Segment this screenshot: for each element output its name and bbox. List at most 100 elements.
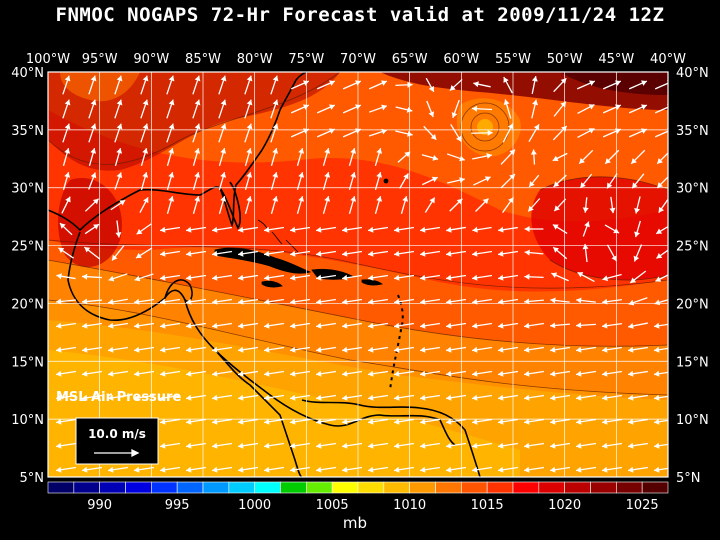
wind-arrow-icon xyxy=(445,274,467,281)
wind-arrow-icon xyxy=(270,75,279,95)
band-1022 xyxy=(48,72,340,171)
wind-arrow-icon xyxy=(582,221,590,237)
wind-arrow-icon xyxy=(58,247,74,259)
wind-arrow-icon xyxy=(244,75,253,95)
wind-arrow-icon xyxy=(263,442,285,449)
wind-arrow-icon xyxy=(419,250,441,257)
wind-arrow-icon xyxy=(523,466,545,473)
wind-arrow-icon xyxy=(81,346,103,353)
wind-arrow-icon xyxy=(296,195,305,215)
wind-arrow-icon xyxy=(315,394,337,401)
wind-arrow-icon xyxy=(445,442,467,449)
wind-arrow-icon xyxy=(159,274,181,281)
wind-arrow-icon xyxy=(237,274,259,281)
colorbar-swatch xyxy=(202,481,230,494)
wind-arrow-icon xyxy=(237,370,259,377)
wind-arrow-icon xyxy=(322,195,331,215)
wind-arrow-icon xyxy=(62,75,71,95)
wind-arrow-icon xyxy=(471,274,493,281)
wind-arrow-icon xyxy=(140,99,149,119)
wind-arrow-icon xyxy=(446,226,466,233)
colorbar-label: 1025 xyxy=(626,498,659,513)
wind-arrow-icon xyxy=(290,128,310,138)
longitude-labels: 100°W 95°W 90°W 85°W 80°W 75°W 70°W 65°W 60°W 55°… xyxy=(26,52,686,67)
wind-arrow-icon xyxy=(578,149,594,165)
wind-arrow-icon xyxy=(166,75,175,95)
wind-arrow-icon xyxy=(423,125,437,141)
wind-arrow-icon xyxy=(315,298,337,305)
wind-arrow-icon xyxy=(419,274,441,281)
wind-arrow-icon xyxy=(159,466,181,473)
wind-arrow-icon xyxy=(270,195,279,215)
wind-arrow-icon xyxy=(524,273,544,280)
wind-arrow-icon xyxy=(628,80,648,90)
wind-arrow-icon xyxy=(419,322,441,329)
wind-arrow-icon xyxy=(56,273,76,280)
wind-arrow-icon xyxy=(133,466,155,473)
wind-arrow-icon xyxy=(211,394,233,401)
wind-arrow-icon xyxy=(107,322,129,329)
wind-arrow-icon xyxy=(656,249,668,259)
wind-arrow-icon xyxy=(263,250,285,257)
wind-arrow-icon xyxy=(244,195,253,215)
wind-arrow-icon xyxy=(159,394,181,401)
wind-arrow-icon xyxy=(497,370,519,377)
wind-arrow-icon xyxy=(192,75,201,95)
wind-arrow-icon xyxy=(471,370,493,377)
wind-arrow-icon xyxy=(419,298,441,305)
latitude-label: 40°N xyxy=(11,66,44,81)
wind-arrow-icon xyxy=(315,322,337,329)
wind-arrow-icon xyxy=(552,125,568,141)
wind-arrow-icon xyxy=(166,123,175,143)
wind-arrow-icon xyxy=(185,298,207,305)
wind-arrow-icon xyxy=(341,346,363,353)
wind-arrow-icon xyxy=(601,370,623,377)
wind-arrow-icon xyxy=(627,346,649,353)
wind-arrow-icon xyxy=(393,250,415,257)
wind-arrow-icon xyxy=(296,171,305,191)
wind-arrow-icon xyxy=(289,226,311,233)
latitude-label: 25°N xyxy=(11,240,44,255)
wind-arrow-icon xyxy=(450,124,462,142)
colorbar-label: 1020 xyxy=(548,498,581,513)
wind-arrow-icon xyxy=(502,197,514,213)
wind-arrow-icon xyxy=(393,274,415,281)
wind-arrow-icon xyxy=(575,346,597,353)
longitude-label: 50°W xyxy=(547,52,583,67)
wind-arrow-icon xyxy=(218,123,227,143)
units-label: mb xyxy=(343,514,367,532)
wind-arrow-icon xyxy=(244,171,253,191)
colorbar-labels: 990 995 1000 1005 1010 1015 1020 1025 xyxy=(87,498,658,513)
wind-arrow-icon xyxy=(601,466,623,473)
wind-arrow-icon xyxy=(237,442,259,449)
wind-arrow-icon xyxy=(368,80,388,90)
wind-arrow-icon xyxy=(445,250,467,257)
wind-arrow-icon xyxy=(528,174,540,188)
wind-arrow-icon xyxy=(656,176,668,189)
wind-arrow-icon xyxy=(368,128,388,137)
wind-arrow-icon xyxy=(244,123,253,143)
wind-arrow-icon xyxy=(108,273,128,282)
wind-arrow-icon xyxy=(342,104,362,114)
colorbar-swatch xyxy=(99,481,126,494)
map-title: FNMOC NOGAPS 72-Hr Forecast valid at 200… xyxy=(55,4,665,26)
wind-arrow-icon xyxy=(55,466,77,473)
wind-arrow-icon xyxy=(136,223,152,235)
wind-arrow-icon xyxy=(110,199,126,211)
wind-arrow-icon xyxy=(315,346,337,353)
wind-arrow-icon xyxy=(114,99,123,119)
longitude-label: 85°W xyxy=(185,52,221,67)
wind-arrow-icon xyxy=(289,298,311,305)
wind-arrow-icon xyxy=(602,128,622,138)
lesser-antilles xyxy=(389,294,404,391)
colorbar-swatch xyxy=(280,481,307,494)
wind-arrow-icon xyxy=(289,370,311,377)
wind-arrow-icon xyxy=(497,418,519,425)
isobar xyxy=(48,299,668,396)
wind-arrow-icon xyxy=(627,442,649,449)
wind-arrow-icon xyxy=(166,195,175,215)
latitude-label: 20°N xyxy=(676,297,709,312)
wind-arrow-icon xyxy=(497,250,519,257)
wind-arrow-icon xyxy=(83,246,101,260)
wind-arrow-icon xyxy=(263,370,285,377)
